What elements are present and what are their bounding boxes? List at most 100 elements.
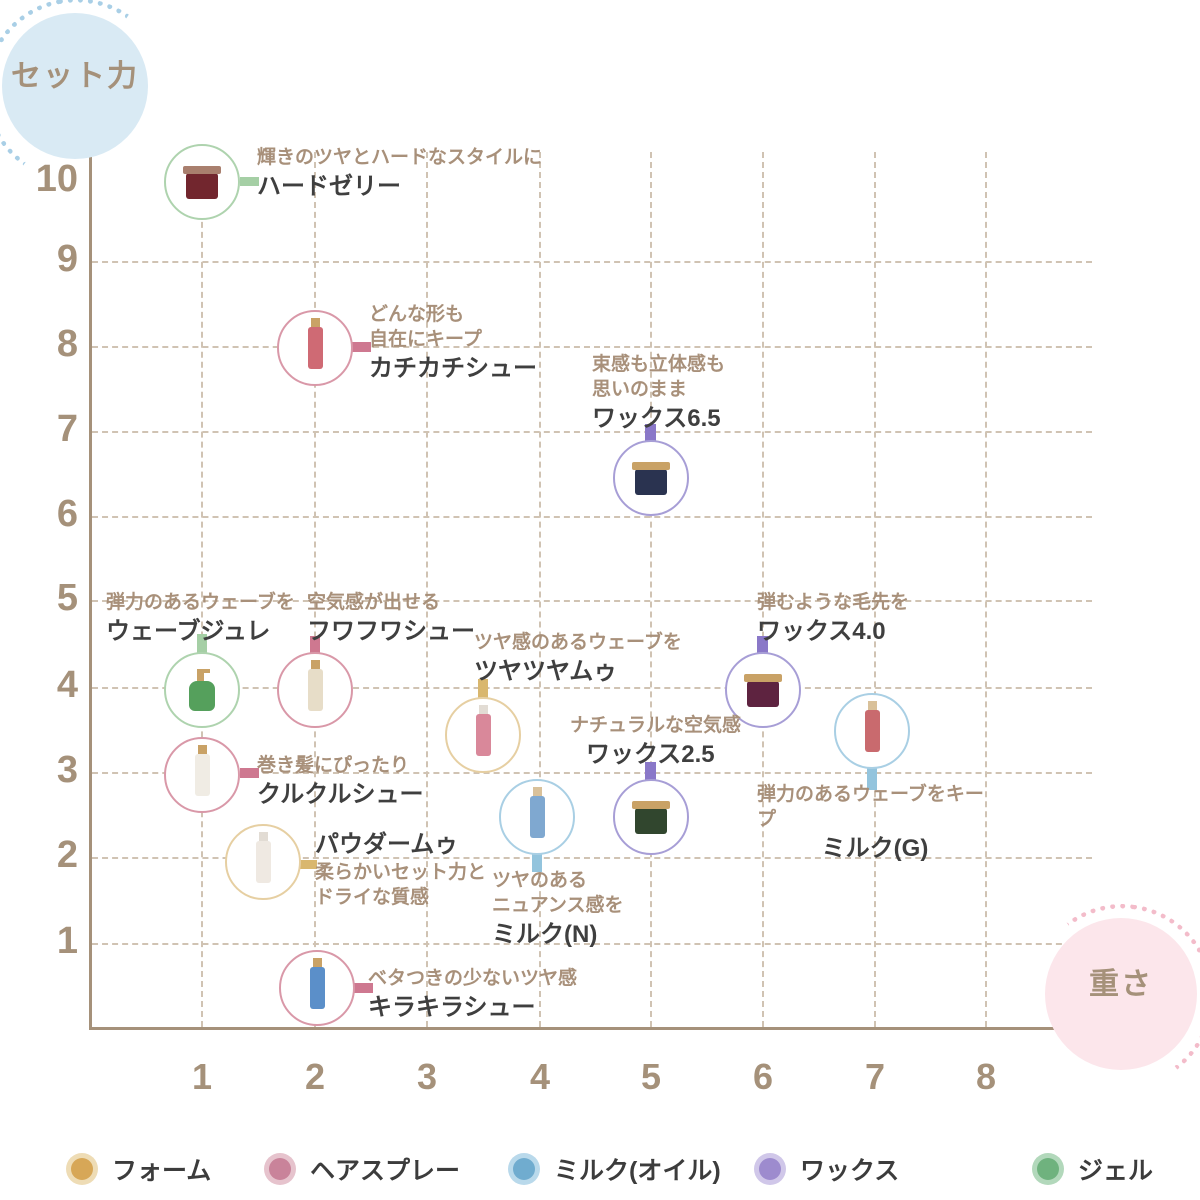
gridline-x2 <box>314 152 316 1027</box>
product-label-wax-6-5: 束感も立体感も 思いのまま ワックス6.5 <box>592 352 725 434</box>
product-image-bottle <box>529 787 545 838</box>
legend-label: ジェル <box>1078 1157 1154 1185</box>
legend-item-milk-oil: ミルク(オイル) <box>508 1150 721 1188</box>
product-label-kachikachi-chou: どんな形も 自在にキープ カチカチシュー <box>369 302 537 384</box>
connector <box>197 634 207 654</box>
x-tick-6: 6 <box>752 1056 774 1097</box>
product-point-kirakira-chou[interactable] <box>279 950 355 1026</box>
y-tick-7: 7 <box>56 408 78 450</box>
product-desc: ベタつきの少ないツヤ感 <box>368 968 578 989</box>
product-image-spray <box>194 745 210 796</box>
product-point-wax-2-5[interactable] <box>613 779 689 855</box>
product-name: ワックス6.5 <box>592 405 721 433</box>
connector <box>240 177 259 186</box>
product-name: ツヤツヤムゥ <box>474 658 618 686</box>
product-name: ミルク(N) <box>492 921 598 949</box>
legend-item-hairspray: ヘアスプレー <box>264 1150 460 1188</box>
y-tick-4: 4 <box>56 664 78 706</box>
product-name: パウダームゥ <box>315 831 459 858</box>
product-point-powder-mou[interactable] <box>225 824 301 900</box>
gridline-y6 <box>92 516 1092 518</box>
product-image-bottle <box>255 832 271 883</box>
product-name: ハードゼリー <box>257 173 401 201</box>
product-desc: ナチュラルな空気感 <box>570 715 742 736</box>
gridline-x1 <box>201 152 203 1027</box>
product-image-spray <box>307 318 323 369</box>
product-desc: 柔らかいセット力と ドライな質感 <box>315 862 487 909</box>
y-tick-3: 3 <box>56 749 78 791</box>
product-desc: 巻き髪にぴったり <box>257 755 410 776</box>
legend-dot-wax <box>754 1153 786 1185</box>
product-point-kurukuru-chou[interactable] <box>164 737 240 813</box>
connector <box>300 860 317 869</box>
x-tick-1: 1 <box>191 1056 213 1097</box>
legend-label: ワックス <box>800 1157 900 1185</box>
connector <box>240 768 259 778</box>
product-point-wax-6-5[interactable] <box>613 440 689 516</box>
product-name: キラキラシュー <box>368 994 536 1022</box>
product-label-kirakira-chou: ベタつきの少ないツヤ感 キラキラシュー <box>368 966 577 1023</box>
legend-label: ミルク(オイル) <box>554 1157 721 1185</box>
legend-label: フォーム <box>112 1157 212 1185</box>
y-tick-10: 10 <box>35 158 78 200</box>
product-point-fuwafuwa-chou[interactable] <box>277 652 353 728</box>
gridline-x8 <box>985 152 987 1027</box>
product-desc: 弾力のあるウェーブをキープ <box>757 784 984 831</box>
product-image-spray <box>307 660 323 711</box>
product-image-pump <box>189 669 215 711</box>
gridline-y2 <box>92 857 1092 859</box>
gridline-x3 <box>426 152 428 1027</box>
product-image-bottle <box>475 705 491 756</box>
connector <box>645 762 656 780</box>
gridline-y5 <box>92 600 1092 602</box>
y-axis-line <box>89 138 92 1030</box>
y-axis-label: セット力 <box>11 60 139 93</box>
y-tick-1: 1 <box>56 920 78 962</box>
x-axis-bubble: 重さ <box>1045 918 1197 1070</box>
legend-item-foam: フォーム <box>66 1150 211 1188</box>
product-point-tsuyatsuya-mou[interactable] <box>445 697 521 773</box>
gridline-y3 <box>92 772 1092 774</box>
x-tick-7: 7 <box>864 1056 886 1097</box>
legend-dot-hairspray <box>264 1153 296 1185</box>
product-point-milk-g[interactable] <box>834 693 910 769</box>
product-point-wax-4-0[interactable] <box>725 652 801 728</box>
product-name: ウェーブジュレ <box>106 618 271 646</box>
legend-dot-foam <box>66 1153 98 1185</box>
x-tick-8: 8 <box>975 1056 997 1097</box>
product-label-wax-4-0: 弾むような毛先を ワックス4.0 <box>757 590 909 647</box>
connector <box>757 636 768 654</box>
product-label-hard-jelly: 輝きのツヤとハードなスタイルに ハードゼリー <box>257 145 542 202</box>
product-name: フワフワシュー <box>307 618 475 646</box>
legend-dot-milk-oil <box>508 1153 540 1185</box>
product-point-wave-jelee[interactable] <box>164 652 240 728</box>
connector <box>352 342 371 352</box>
product-desc: 空気感が出せる <box>307 592 441 613</box>
product-image-jar <box>183 166 221 199</box>
x-tick-2: 2 <box>304 1056 326 1097</box>
product-label-wave-jelee: 弾力のあるウェーブを ウェーブジュレ <box>106 590 295 647</box>
x-tick-3: 3 <box>416 1056 438 1097</box>
gridline-y1 <box>92 943 1092 945</box>
connector <box>310 636 320 655</box>
connector <box>645 424 656 442</box>
gridline-x6 <box>762 152 764 1027</box>
product-name: カチカチシュー <box>369 355 537 383</box>
x-axis-line <box>89 1027 1107 1030</box>
y-tick-6: 6 <box>56 493 78 535</box>
gridline-x5 <box>650 152 652 1027</box>
y-tick-5: 5 <box>56 577 78 619</box>
product-point-milk-n[interactable] <box>499 779 575 855</box>
connector <box>354 983 373 993</box>
product-label-tsuyatsuya-mou: ツヤ感のあるウェーブを ツヤツヤムゥ <box>474 630 682 687</box>
gridline-y9 <box>92 261 1092 263</box>
product-image-jar <box>744 674 782 707</box>
product-image-jar <box>632 462 670 495</box>
connector <box>532 852 542 872</box>
product-image-spray <box>309 958 325 1009</box>
product-point-hard-jelly[interactable] <box>164 144 240 220</box>
product-name: ワックス2.5 <box>586 741 715 769</box>
product-point-kachikachi-chou[interactable] <box>277 310 353 386</box>
y-tick-8: 8 <box>56 323 78 365</box>
